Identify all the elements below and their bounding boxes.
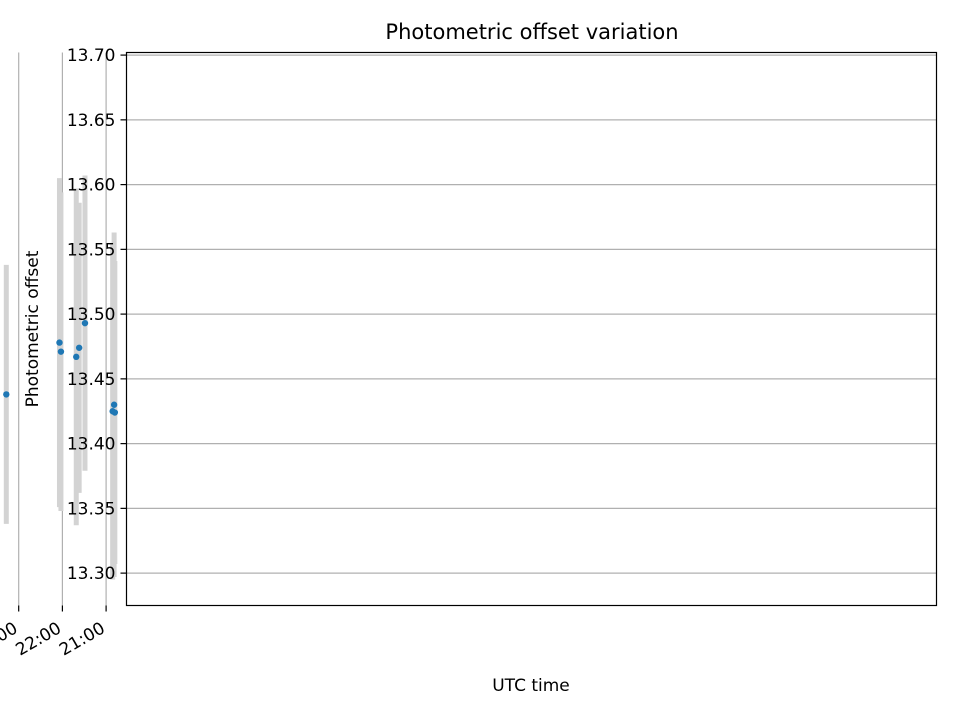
chart-title: Photometric offset variation bbox=[385, 20, 678, 44]
grid-layer bbox=[18, 52, 937, 606]
data-point bbox=[73, 353, 80, 361]
y-tick-label: 13.35 bbox=[67, 499, 116, 519]
data-point bbox=[75, 344, 83, 351]
data-point bbox=[110, 401, 118, 408]
data-point bbox=[81, 319, 89, 327]
y-tick-label: 13.30 bbox=[67, 564, 116, 584]
point-layer bbox=[3, 319, 119, 416]
x-tick-label: 21:00 bbox=[56, 619, 108, 661]
y-tick-label: 13.60 bbox=[67, 176, 116, 196]
data-point bbox=[109, 408, 116, 415]
y-axis-label: Photometric offset bbox=[23, 250, 43, 407]
y-tick-label: 13.50 bbox=[67, 305, 116, 325]
x-tick-label: 22:00 bbox=[12, 619, 64, 661]
x-axis-label: UTC time bbox=[492, 676, 570, 696]
data-point bbox=[3, 391, 10, 398]
y-tick-label: 13.65 bbox=[67, 111, 116, 131]
data-point bbox=[57, 348, 65, 355]
data-point bbox=[56, 339, 63, 346]
y-tick-label: 13.70 bbox=[67, 46, 116, 66]
y-tick-label: 13.55 bbox=[67, 240, 116, 260]
y-tick-label: 13.45 bbox=[67, 370, 116, 390]
y-tick-label: 13.40 bbox=[67, 435, 116, 455]
plot-frame bbox=[125, 51, 938, 607]
